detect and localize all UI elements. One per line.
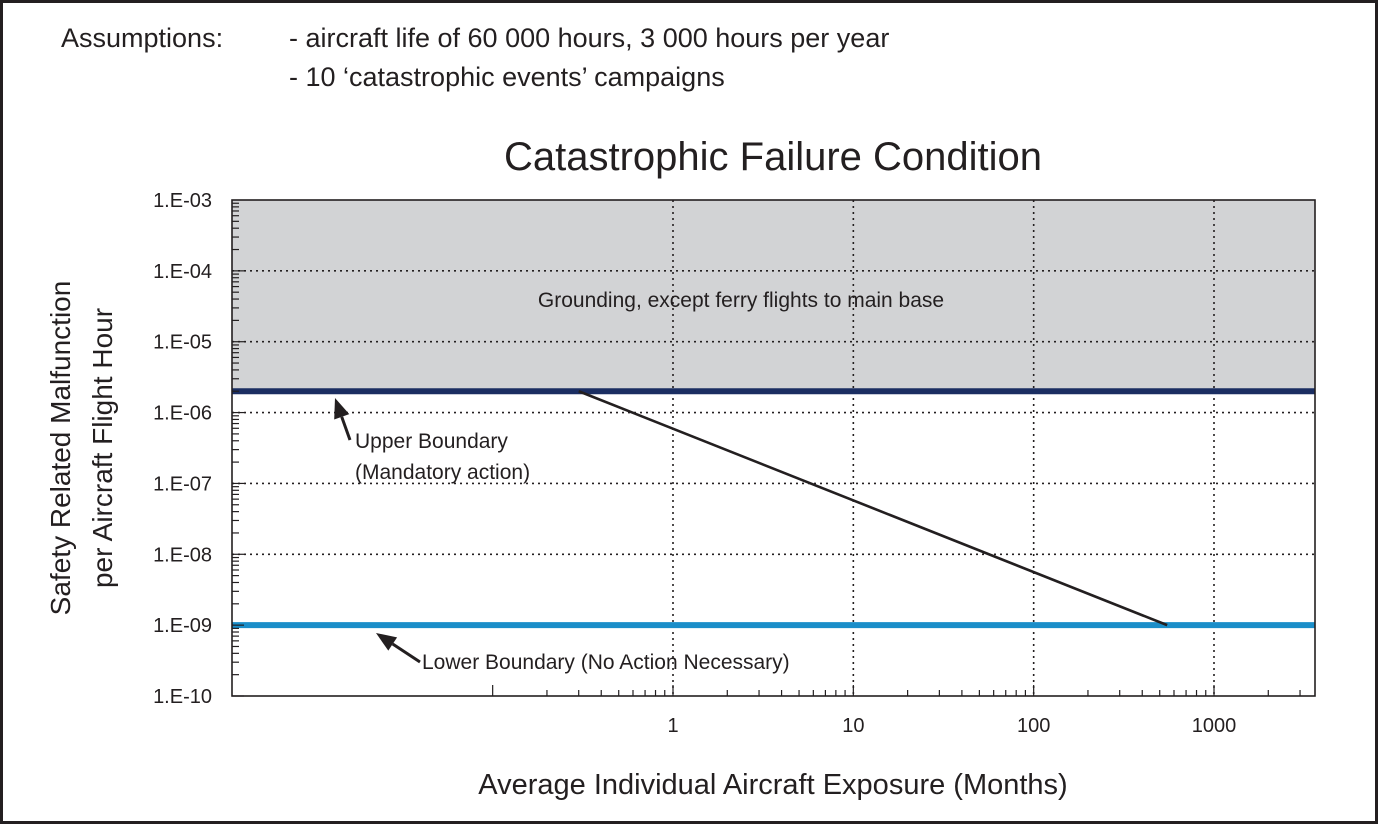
lower-boundary-arrow [376,633,421,664]
grounding-region-label: Grounding, except ferry flights to main … [538,289,944,312]
y-tick-label: 1.E-03 [153,190,212,212]
chart-title: Catastrophic Failure Condition [504,135,1042,179]
assumptions-label: Assumptions: [61,23,224,53]
y-axis-title-line-2: per Aircraft Flight Hour [87,308,118,588]
y-axis-title-line-1: Safety Related Malfunction [45,281,76,616]
upper-boundary-label-line-2: (Mandatory action) [355,461,530,484]
y-tick-label: 1.E-07 [153,473,212,495]
lower-boundary-arrow-shaft [391,642,421,664]
lower-boundary-arrow-head [376,633,398,651]
transition-line [578,390,1168,627]
y-tick-label: 1.E-10 [153,686,212,708]
upper-boundary-arrow [334,398,352,441]
x-tick-label: 10 [842,715,864,737]
x-axis-title: Average Individual Aircraft Exposure (Mo… [478,769,1067,801]
y-tick-label: 1.E-06 [153,403,212,425]
assumption-line-2: - 10 ‘catastrophic events’ campaigns [289,62,725,92]
grounding-region [232,200,1315,392]
x-tick-label: 100 [1017,715,1050,737]
y-tick-label: 1.E-05 [153,332,212,354]
x-tick-label: 1 [667,715,678,737]
upper-boundary-label-line-1: Upper Boundary [355,430,508,453]
upper-boundary-arrow-shaft [340,416,352,441]
lower-boundary-label: Lower Boundary (No Action Necessary) [422,651,790,674]
y-tick-label: 1.E-04 [153,261,212,283]
x-tick-label: 1000 [1192,715,1237,737]
assumption-line-1: - aircraft life of 60 000 hours, 3 000 h… [289,23,890,53]
y-tick-label: 1.E-08 [153,544,212,566]
plot-area-border [231,199,1316,697]
y-tick-label: 1.E-09 [153,615,212,637]
upper-boundary-arrow-head [334,398,350,420]
